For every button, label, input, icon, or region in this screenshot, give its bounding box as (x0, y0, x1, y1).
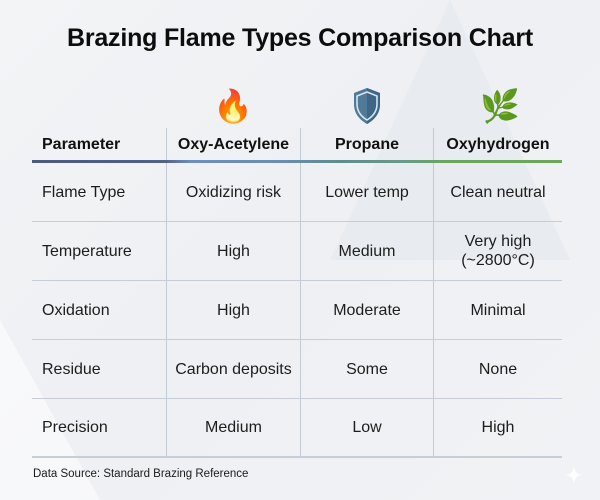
table-cell: Medium (300, 222, 433, 280)
table-cell: Clean neutral (433, 163, 562, 221)
table-row: Precision Medium Low High (32, 399, 562, 458)
cell-line: Very high (464, 233, 532, 250)
table-row: Oxidation High Moderate Minimal (32, 281, 562, 340)
column-header-parameter: Parameter (42, 135, 121, 153)
table-header-row: Parameter Oxy-Acetylene Propane Oxyhydro… (32, 128, 562, 160)
table-cell: Very high (~2800°C) (433, 222, 562, 280)
shield-icon (300, 84, 434, 128)
row-label: Residue (42, 360, 101, 378)
column-header-propane: Propane (300, 128, 433, 160)
table-cell: Some (300, 340, 433, 398)
table-cell: Low (300, 399, 433, 456)
fire-icon: 🔥 (213, 88, 253, 124)
table-cell: Minimal (433, 281, 562, 339)
table-cell: High (433, 399, 562, 456)
sparkle-icon (565, 466, 583, 484)
row-label: Precision (42, 419, 108, 436)
row-label: Oxidation (42, 301, 110, 319)
data-source-note: Data Source: Standard Brazing Reference (33, 468, 249, 480)
table-cell: Carbon deposits (166, 340, 300, 398)
table-row: Temperature High Medium Very high (~2800… (32, 222, 562, 281)
row-label: Flame Type (42, 183, 126, 201)
table-cell: None (433, 340, 562, 398)
table-row: Flame Type Oxidizing risk Lower temp Cle… (32, 163, 562, 222)
table-cell: Medium (166, 399, 300, 456)
table-cell: Lower temp (300, 163, 433, 221)
table-cell: Moderate (300, 281, 433, 339)
background-shape (0, 320, 100, 500)
table-row: Residue Carbon deposits Some None (32, 340, 562, 399)
header-divider (32, 160, 562, 163)
chart-title: Brazing Flame Types Comparison Chart (66, 24, 534, 52)
column-header-oxy-acetylene: Oxy-Acetylene (166, 128, 300, 160)
background-shape (330, 0, 570, 260)
cell-line: (~2800°C) (461, 252, 535, 269)
herb-leaf-icon: 🌿 (480, 88, 520, 124)
row-label: Temperature (42, 242, 132, 260)
comparison-table: Parameter Oxy-Acetylene Propane Oxyhydro… (32, 128, 562, 458)
table-cell: Oxidizing risk (166, 163, 300, 221)
table-cell: High (166, 222, 300, 280)
column-header-oxyhydrogen: Oxyhydrogen (433, 128, 562, 160)
table-cell: High (166, 281, 300, 339)
